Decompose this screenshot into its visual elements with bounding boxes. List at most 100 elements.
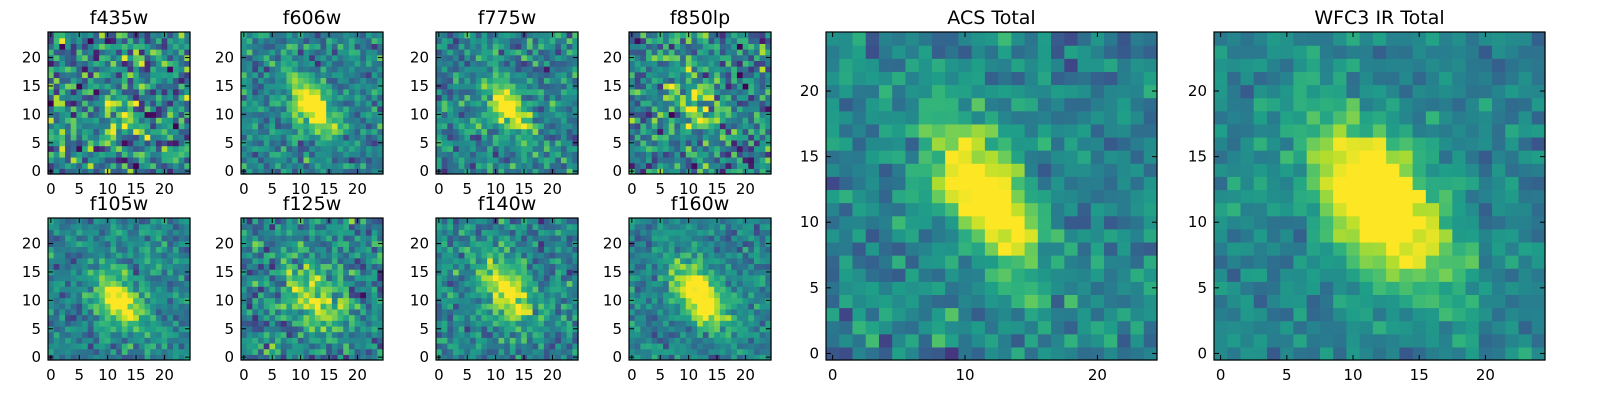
heatmap-cell — [475, 337, 483, 344]
heatmap-cell — [521, 235, 528, 242]
heatmap-cell — [668, 337, 676, 344]
heatmap-cell — [719, 83, 727, 90]
heatmap-cell — [714, 325, 721, 333]
heatmap-cell — [487, 111, 494, 118]
heatmap-cell — [59, 162, 66, 169]
heatmap-cell — [48, 331, 55, 338]
heatmap-cell — [487, 37, 494, 44]
heatmap-cell — [93, 122, 100, 130]
heatmap-cell — [555, 252, 562, 259]
heatmap-cell — [566, 269, 573, 276]
heatmap-cell — [258, 331, 265, 338]
heatmap-cell — [470, 297, 477, 304]
heatmap-cell — [82, 43, 89, 50]
heatmap-cell — [326, 269, 333, 276]
heatmap-cell — [731, 303, 738, 310]
heatmap-cell — [275, 105, 282, 113]
heatmap-cell — [246, 122, 253, 130]
heatmap-cell — [475, 342, 483, 350]
heatmap-cell — [566, 308, 573, 316]
heatmap-cell — [515, 156, 522, 164]
heatmap-cell — [59, 43, 66, 50]
heatmap-cell — [702, 134, 710, 141]
heatmap-cell — [481, 49, 488, 56]
heatmap-cell — [331, 348, 339, 355]
heatmap-cell — [167, 54, 174, 61]
heatmap-cell — [76, 100, 83, 107]
heatmap-cell — [680, 280, 687, 287]
heatmap-cell — [736, 32, 744, 39]
heatmap-cell — [365, 320, 373, 327]
heatmap-cell — [640, 105, 647, 113]
heatmap-cell — [269, 122, 276, 130]
heatmap-cell — [286, 337, 293, 344]
heatmap-cell — [127, 235, 134, 242]
heatmap-cell — [314, 77, 322, 84]
heatmap-cell — [297, 252, 305, 259]
heatmap-cell — [246, 286, 253, 293]
heatmap-cell — [303, 83, 310, 90]
heatmap-cell — [280, 128, 288, 135]
heatmap-cell — [337, 314, 344, 321]
heatmap-cell — [104, 286, 112, 293]
heatmap-cell — [275, 111, 282, 118]
heatmap-cell — [104, 162, 112, 169]
heatmap-cell — [167, 235, 174, 242]
heatmap-cell — [521, 156, 528, 164]
heatmap-cell — [543, 348, 551, 355]
heatmap-cell — [161, 269, 168, 276]
heatmap-cell — [753, 77, 761, 84]
heatmap-cell — [360, 77, 367, 84]
heatmap-cell — [116, 320, 123, 327]
heatmap-cell — [161, 151, 168, 158]
heatmap-cell — [674, 151, 681, 158]
heatmap-cell — [504, 280, 511, 287]
heatmap-cell — [309, 257, 316, 265]
heatmap-cell — [314, 342, 322, 350]
heatmap-cell — [453, 60, 460, 67]
heatmap-cell — [663, 280, 670, 287]
heatmap-cell — [167, 128, 174, 135]
heatmap-cell — [697, 156, 704, 164]
heatmap-cell — [753, 320, 761, 327]
heatmap-cell — [337, 77, 344, 84]
heatmap-cell — [515, 111, 522, 118]
heatmap-cell — [59, 32, 66, 39]
heatmap-cell — [555, 229, 562, 236]
heatmap-cell — [691, 156, 698, 164]
heatmap-cell — [441, 71, 448, 79]
heatmap-cell — [286, 297, 293, 304]
heatmap-cell — [93, 71, 100, 79]
heatmap-cell — [634, 117, 641, 124]
heatmap-cell — [269, 342, 276, 350]
heatmap-cell — [65, 263, 72, 270]
heatmap-cell — [447, 66, 454, 73]
heatmap-cell — [303, 325, 310, 333]
heatmap-cell — [719, 280, 727, 287]
heatmap-cell — [292, 134, 299, 141]
heatmap-cell — [172, 105, 180, 113]
heatmap-cell — [82, 348, 89, 355]
heatmap-cell — [470, 337, 477, 344]
heatmap-cell — [303, 303, 310, 310]
heatmap-cell — [320, 128, 327, 135]
heatmap-cell — [453, 274, 460, 282]
heatmap-cell — [70, 145, 77, 152]
heatmap-cell — [331, 54, 339, 61]
heatmap-cell — [657, 134, 664, 141]
heatmap-cell — [521, 320, 528, 327]
heatmap-cell — [286, 94, 293, 101]
heatmap-cell — [458, 269, 465, 276]
heatmap-cell — [184, 223, 191, 230]
heatmap-cell — [82, 280, 89, 287]
heatmap-cell — [155, 162, 163, 169]
heatmap-cell — [303, 37, 310, 44]
heatmap-cell — [70, 100, 77, 107]
heatmap-cell — [348, 303, 356, 310]
heatmap-cell — [70, 43, 77, 50]
heatmap-cell — [320, 32, 327, 39]
heatmap-cell — [144, 54, 151, 61]
heatmap-cell — [348, 263, 356, 270]
heatmap-cell — [436, 331, 443, 338]
